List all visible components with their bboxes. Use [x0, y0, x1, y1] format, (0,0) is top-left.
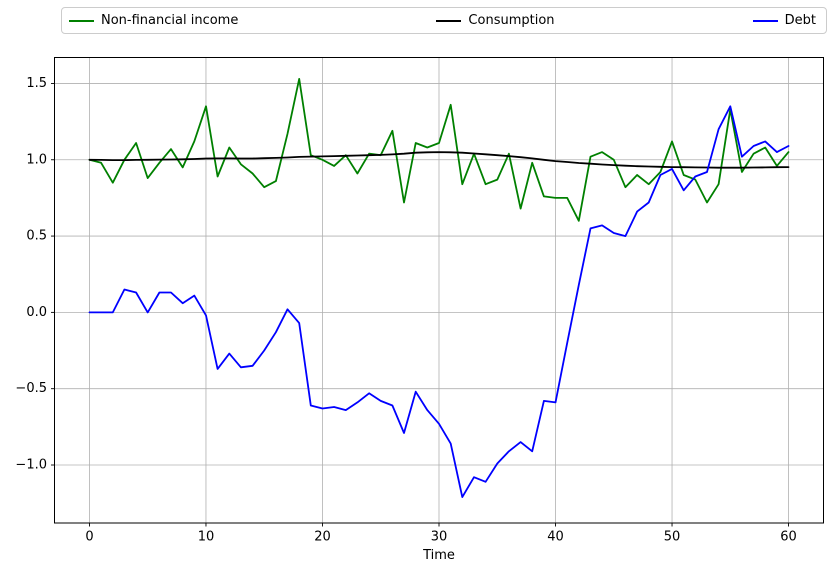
y-tick-label: 1.5	[26, 76, 47, 91]
x-tick-label: 10	[198, 529, 215, 544]
x-tick-label: 40	[547, 529, 564, 544]
legend-label-non-financial-income: Non-financial income	[101, 13, 239, 28]
legend-item-non-financial-income: Non-financial income	[69, 14, 238, 27]
non-financial-income-line-swatch	[69, 19, 94, 22]
legend-label-debt: Debt	[784, 13, 816, 28]
x-tick-label: 60	[780, 529, 797, 544]
x-tick-label: 20	[314, 529, 331, 544]
debt-line-swatch	[752, 19, 778, 22]
legend-item-debt: Debt	[752, 13, 816, 28]
y-tick-label: 0.5	[26, 229, 47, 244]
x-axis-title: Time	[423, 548, 455, 563]
series-line-consumption	[88, 151, 790, 169]
legend: Non-financial income Consumption Debt	[61, 7, 827, 34]
consumption-line-swatch	[436, 19, 462, 22]
x-tick-label: 50	[664, 529, 681, 544]
y-tick-label: −1.0	[15, 458, 47, 473]
series-line-non-financial-income	[88, 78, 790, 222]
y-tick-label: 1.0	[26, 152, 47, 167]
y-tick-label: 0.0	[26, 305, 47, 320]
x-tick-label: 0	[85, 529, 93, 544]
legend-item-consumption: Consumption	[436, 13, 555, 28]
series-line-debt	[88, 105, 790, 499]
legend-label-consumption: Consumption	[468, 13, 555, 28]
x-tick-label: 30	[431, 529, 448, 544]
y-tick-label: −0.5	[15, 381, 47, 396]
